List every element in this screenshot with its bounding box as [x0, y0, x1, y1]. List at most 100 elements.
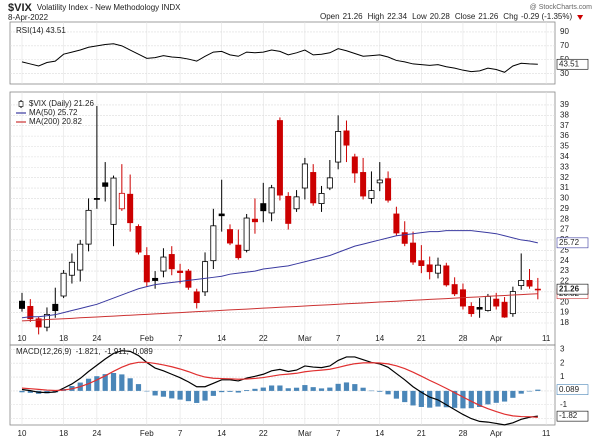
candle-body: [343, 130, 350, 146]
y-tick-label: 29: [560, 204, 569, 213]
histogram-bar: [460, 390, 466, 409]
candle-body: [202, 261, 209, 293]
y-tick-label: 34: [560, 152, 569, 161]
candle-body: [534, 288, 541, 291]
x-tick-label: 14: [217, 429, 226, 438]
candle-body: [102, 182, 109, 187]
legend-label: MA(200) 20.82: [29, 117, 82, 126]
candle-body: [210, 225, 217, 262]
histogram-bar: [152, 390, 158, 396]
histogram-bar: [285, 388, 291, 391]
y-tick-label: 32: [560, 173, 569, 182]
candle-body: [301, 163, 308, 189]
candle-body: [318, 193, 325, 204]
candle-body: [135, 226, 142, 253]
histogram-bar: [310, 387, 316, 391]
y-tick-label: 90: [560, 27, 569, 36]
value-box-label: 0.089: [559, 385, 580, 394]
y-tick-label: 28: [560, 214, 569, 223]
histogram-bar: [360, 387, 366, 391]
x-tick-label: 7: [336, 334, 341, 343]
candle-body: [110, 177, 117, 225]
histogram-bar: [352, 384, 358, 391]
x-tick-label: 7: [178, 334, 183, 343]
source: @ StockCharts.com: [530, 4, 593, 11]
histogram-bar: [144, 390, 150, 392]
histogram-bar: [94, 376, 100, 391]
histogram-bar: [185, 390, 191, 402]
histogram-bar: [110, 373, 117, 391]
y-tick-label: -1: [560, 400, 568, 409]
quote-label: High: [368, 12, 384, 21]
candle-body: [268, 187, 275, 214]
quote-value: 21.26: [343, 12, 364, 21]
histogram-bar: [302, 385, 308, 391]
candle-body: [335, 131, 342, 163]
candle-body: [60, 272, 67, 297]
x-tick-label: 21: [417, 334, 426, 343]
y-tick-label: 39: [560, 100, 569, 109]
description: Volatility Index - New Methodology INDX: [37, 3, 181, 12]
x-tick-label: Mar: [298, 334, 312, 343]
x-tick-label: 7: [178, 429, 183, 438]
histogram-bar: [160, 390, 167, 397]
y-tick-label: 20: [560, 297, 569, 306]
x-tick-label: 22: [259, 334, 268, 343]
quote-value: 20.28: [430, 12, 451, 21]
histogram-bar: [127, 378, 133, 391]
candle-body: [85, 209, 92, 245]
macd-line: [21, 350, 538, 426]
candle-body: [127, 193, 134, 224]
histogram-bar: [510, 390, 516, 398]
y-tick-label: 35: [560, 142, 569, 151]
y-tick-label: 25: [560, 245, 569, 254]
candle-body: [77, 243, 84, 271]
x-tick-label: Feb: [140, 429, 154, 438]
value-box-label: 25.72: [559, 238, 580, 247]
legend-label: -1.911,: [104, 347, 128, 356]
value-box: [556, 237, 589, 249]
candle-body: [326, 177, 333, 189]
histogram-bar: [518, 390, 524, 394]
candle-body: [226, 229, 233, 244]
quote-value: -0.29 (-1.35%): [521, 12, 572, 21]
value-box: [556, 384, 589, 395]
candle-body: [152, 277, 159, 281]
histogram-bar: [427, 390, 433, 408]
candle-body: [410, 242, 417, 263]
x-tick-label: 11: [542, 334, 551, 343]
histogram-bar: [377, 390, 383, 392]
y-tick-label: 2: [560, 358, 565, 367]
x-tick-label: 28: [459, 334, 468, 343]
x-tick-label: Feb: [140, 334, 154, 343]
candle-body: [276, 120, 283, 196]
histogram-bar: [194, 390, 200, 403]
candle-body: [118, 192, 125, 210]
moving-average: [21, 293, 538, 322]
x-tick-label: 7: [336, 429, 341, 438]
candle-body: [185, 270, 192, 288]
candle-body: [18, 300, 25, 309]
marks: [18, 43, 541, 426]
y-tick-label: 30: [560, 69, 569, 78]
candle-body: [177, 270, 184, 273]
value-box: [556, 58, 589, 70]
value-box: [556, 410, 589, 422]
candle-body: [509, 291, 516, 315]
y-tick-label: 27: [560, 225, 569, 234]
candle-body: [501, 301, 508, 318]
candle-body: [293, 196, 300, 210]
candle-body: [260, 203, 267, 212]
histogram-bar: [227, 390, 233, 392]
candle-body: [385, 178, 392, 201]
candle-body: [368, 190, 375, 199]
histogram-bar: [327, 387, 333, 391]
histogram-bar: [244, 390, 250, 391]
candle-body: [476, 307, 483, 310]
candle-body: [434, 264, 441, 274]
candle-body: [160, 256, 167, 272]
histogram-bar: [177, 390, 183, 400]
candle-body: [418, 260, 425, 266]
histogram-bar: [169, 390, 175, 399]
